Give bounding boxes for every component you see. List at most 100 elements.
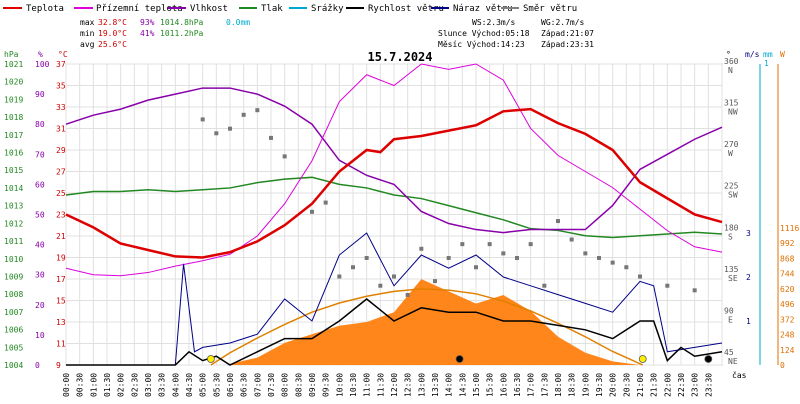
tick-label-temp: 29 xyxy=(56,146,66,155)
tick-label-hpa: 1021 xyxy=(4,60,23,69)
stat-min-label: min xyxy=(80,29,95,38)
tick-label-time: 08:00 xyxy=(281,373,290,397)
tick-label-hpa: 1016 xyxy=(4,149,23,158)
tick-label-time: 20:30 xyxy=(622,373,631,397)
wind-direction-dot xyxy=(255,108,260,113)
wind-direction-dot xyxy=(569,237,574,242)
tick-label-hpa: 1015 xyxy=(4,166,23,175)
wind-direction-dot xyxy=(310,209,314,214)
wind-direction-dot xyxy=(364,256,369,260)
wind-direction-dot xyxy=(214,131,219,136)
tick-label-hpa: 1006 xyxy=(4,326,23,335)
tick-label-time: 02:30 xyxy=(130,373,139,397)
tick-label-time: 17:30 xyxy=(540,373,549,397)
tick-label-hpa: 1020 xyxy=(4,78,23,87)
tick-label-time: 12:00 xyxy=(390,373,399,397)
tick-label-temp: 35 xyxy=(56,82,66,91)
tick-label-time: 10:30 xyxy=(349,373,358,397)
tick-label-hpa: 1014 xyxy=(4,184,23,193)
stat-min-press: 1011.2hPa xyxy=(160,29,204,38)
tick-label-dir: 360 xyxy=(724,57,739,66)
axis-unit-hum: % xyxy=(38,50,43,59)
tick-label-time: 03:00 xyxy=(144,373,153,397)
tick-label-solar: 124 xyxy=(780,346,795,355)
wind-direction-dot xyxy=(460,242,465,247)
marker-moonrise xyxy=(455,355,464,363)
wind-direction-dot xyxy=(556,219,560,224)
tick-label-time: 00:30 xyxy=(76,373,85,397)
tick-label-temp: 13 xyxy=(56,318,66,327)
tick-label-temp: 23 xyxy=(56,211,66,220)
wind-direction-dot xyxy=(610,260,615,265)
wind-direction-dot xyxy=(405,292,410,297)
tick-label-time: 09:00 xyxy=(308,373,317,397)
tick-label-time: 04:00 xyxy=(171,373,180,397)
wind-direction-dot xyxy=(692,288,697,293)
tick-label-solar: 744 xyxy=(780,270,795,279)
wind-direction-dot xyxy=(597,256,601,260)
tick-label-temp: 37 xyxy=(56,60,66,69)
wind-direction-dot xyxy=(378,283,383,288)
tick-label-dir: 45 xyxy=(724,348,734,357)
chart-title: 15.7.2024 xyxy=(367,50,432,64)
info-ws: WS:2.3m/s xyxy=(472,18,516,27)
tick-label-time: 16:00 xyxy=(499,373,508,397)
legend-label-srazky: Srážky xyxy=(311,4,344,14)
wind-direction-dot xyxy=(269,135,273,140)
tick-label-time: 17:00 xyxy=(527,373,536,397)
series-tlak xyxy=(65,176,723,239)
marker-sunset xyxy=(638,355,647,363)
tick-label-time: 04:30 xyxy=(185,373,194,397)
tick-label-temp: 11 xyxy=(56,340,66,349)
tick-label-time: 08:30 xyxy=(294,373,303,397)
tick-label-time: 19:00 xyxy=(581,373,590,397)
tick-label-hum: 100 xyxy=(35,60,50,69)
wind-direction-dot xyxy=(583,251,588,256)
wind-direction-dot xyxy=(228,126,232,131)
stat-max-temp: 32.8°C xyxy=(98,18,127,27)
tick-label-time: 15:30 xyxy=(486,373,495,397)
tick-label-dir-compass: E xyxy=(728,315,733,324)
wind-direction-dot xyxy=(446,256,451,260)
tick-label-solar: 868 xyxy=(780,254,795,263)
tick-label-solar: 248 xyxy=(780,331,795,340)
tick-label-time: 23:30 xyxy=(704,373,713,397)
axis-unit-x: čas xyxy=(732,370,747,380)
tick-label-time: 11:00 xyxy=(363,373,372,397)
series-naraz xyxy=(66,232,723,366)
tick-label-dir: 270 xyxy=(724,140,739,149)
tick-label-time: 05:30 xyxy=(212,373,221,397)
tick-label-time: 12:30 xyxy=(404,373,413,397)
tick-label-solar: 620 xyxy=(780,285,795,294)
wind-direction-dot xyxy=(528,242,533,247)
series-solar-curve xyxy=(210,288,644,366)
tick-label-time: 22:00 xyxy=(663,373,672,397)
legend-label-vlhkost: Vlhkost xyxy=(190,4,228,14)
legend: Teplota Přízemní teplota Vlhkost Tlak Sr… xyxy=(3,4,577,14)
tick-label-time: 20:00 xyxy=(609,373,618,397)
tick-label-dir-compass: S xyxy=(728,232,733,241)
tick-label-time: 22:30 xyxy=(677,373,686,397)
tick-label-time: 14:30 xyxy=(458,373,467,397)
stat-min-hum: 41% xyxy=(140,29,155,38)
tick-label-time: 21:00 xyxy=(636,373,645,397)
legend-label-prizemni: Přízemní teplota xyxy=(96,4,183,14)
tick-label-time: 01:00 xyxy=(89,373,98,397)
info-sun-set: Západ:21:07 xyxy=(541,29,594,38)
plot-area xyxy=(65,63,723,366)
tick-label-hpa: 1013 xyxy=(4,202,23,211)
tick-label-hum: 30 xyxy=(35,271,45,280)
tick-label-dir: 180 xyxy=(724,223,739,232)
tick-label-time: 13:30 xyxy=(431,373,440,397)
stat-min-temp: 19.0°C xyxy=(98,29,127,38)
axis-unit-solar: W xyxy=(780,50,785,59)
tick-label-time: 06:30 xyxy=(240,373,249,397)
wind-direction-dot xyxy=(624,265,629,270)
tick-label-solar: 992 xyxy=(780,239,795,248)
tick-label-solar: 1116 xyxy=(780,224,799,233)
stat-avg-temp: 25.6°C xyxy=(98,40,127,49)
tick-label-solar: 0 xyxy=(780,361,785,370)
tick-label-dir: 135 xyxy=(724,265,739,274)
tick-label-temp: 21 xyxy=(56,232,66,241)
